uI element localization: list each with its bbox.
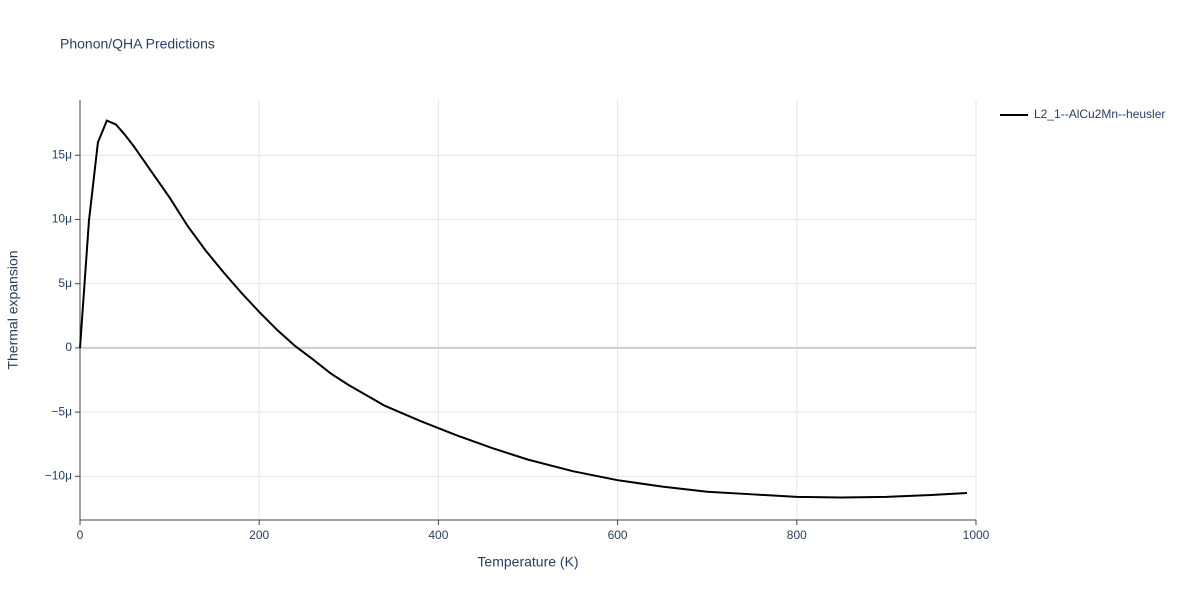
series-line (79, 119, 968, 499)
legend-label: L2_1--AlCu2Mn--heusler (1034, 107, 1165, 121)
x-tick-label: 600 (608, 528, 628, 542)
y-axis-label: Thermal expansion (5, 250, 21, 369)
x-tick-label: 1000 (963, 528, 990, 542)
y-tick-label: 5μ (58, 276, 72, 290)
x-axis-label: Temperature (K) (477, 554, 578, 570)
y-tick-label: 10μ (52, 212, 72, 226)
x-tick-label: 400 (428, 528, 448, 542)
x-tick-label: 0 (77, 528, 84, 542)
y-tick-label: −10μ (45, 469, 72, 483)
chart-title: Phonon/QHA Predictions (60, 36, 215, 52)
y-tick-label: 0 (65, 340, 72, 354)
x-tick-label: 200 (249, 528, 269, 542)
y-tick-label: −5μ (51, 404, 72, 418)
y-tick-label: 15μ (52, 147, 72, 161)
x-tick-label: 800 (787, 528, 807, 542)
